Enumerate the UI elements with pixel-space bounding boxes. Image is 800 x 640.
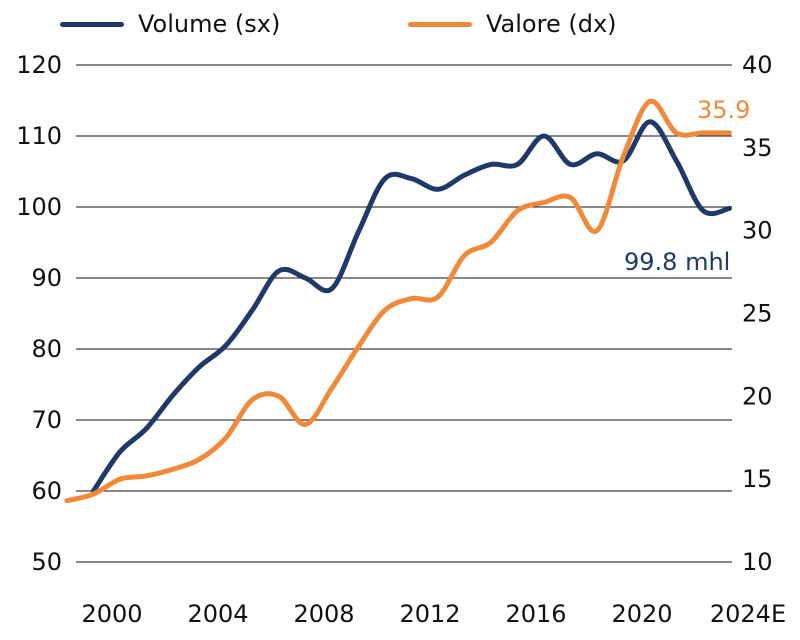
legend-item-valore: Valore (dx): [408, 6, 617, 42]
x-tick: 2008: [293, 600, 354, 628]
x-tick: 2012: [399, 600, 460, 628]
y-left-tick-labels: 50 60 70 80 90 100 110 120: [16, 51, 62, 576]
y-right-tick: 15: [742, 465, 773, 493]
x-tick-labels: 2000 2004 2008 2012 2016 2020 2024E: [81, 600, 786, 628]
y-right-tick: 40: [742, 51, 773, 79]
legend-swatch-volume: [60, 21, 124, 27]
y-left-tick: 110: [16, 122, 62, 150]
y-left-tick: 70: [31, 406, 62, 434]
y-right-tick: 20: [742, 382, 773, 410]
y-right-tick: 25: [742, 300, 773, 328]
y-left-tick: 120: [16, 51, 62, 79]
x-tick: 2004: [187, 600, 248, 628]
gridlines: [76, 64, 732, 563]
y-right-tick: 10: [742, 548, 773, 576]
x-tick: 2020: [611, 600, 672, 628]
y-left-tick: 90: [31, 264, 62, 292]
legend-label-valore: Valore (dx): [486, 10, 617, 38]
y-left-tick: 100: [16, 193, 62, 221]
y-left-tick: 80: [31, 335, 62, 363]
legend-item-volume: Volume (sx): [60, 6, 280, 42]
series-line-valore: [64, 98, 732, 504]
legend-label-volume: Volume (sx): [138, 10, 281, 38]
x-tick: 2016: [505, 600, 566, 628]
x-tick: 2000: [81, 600, 142, 628]
y-right-tick-labels: 10 15 20 25 30 35 40: [742, 51, 773, 576]
x-tick: 2024E: [710, 600, 786, 628]
legend-swatch-valore: [408, 21, 472, 27]
y-left-tick: 50: [31, 548, 62, 576]
annotation-valore-last: 35.9: [697, 96, 750, 124]
y-right-tick: 35: [742, 134, 773, 162]
annotation-volume-last: 99.8 mhl: [624, 248, 730, 276]
y-left-tick: 60: [31, 477, 62, 505]
series-lines: [64, 98, 732, 504]
annotations: 35.9 99.8 mhl: [624, 96, 750, 276]
series-line-volume: [90, 119, 732, 494]
y-right-tick: 30: [742, 217, 773, 245]
